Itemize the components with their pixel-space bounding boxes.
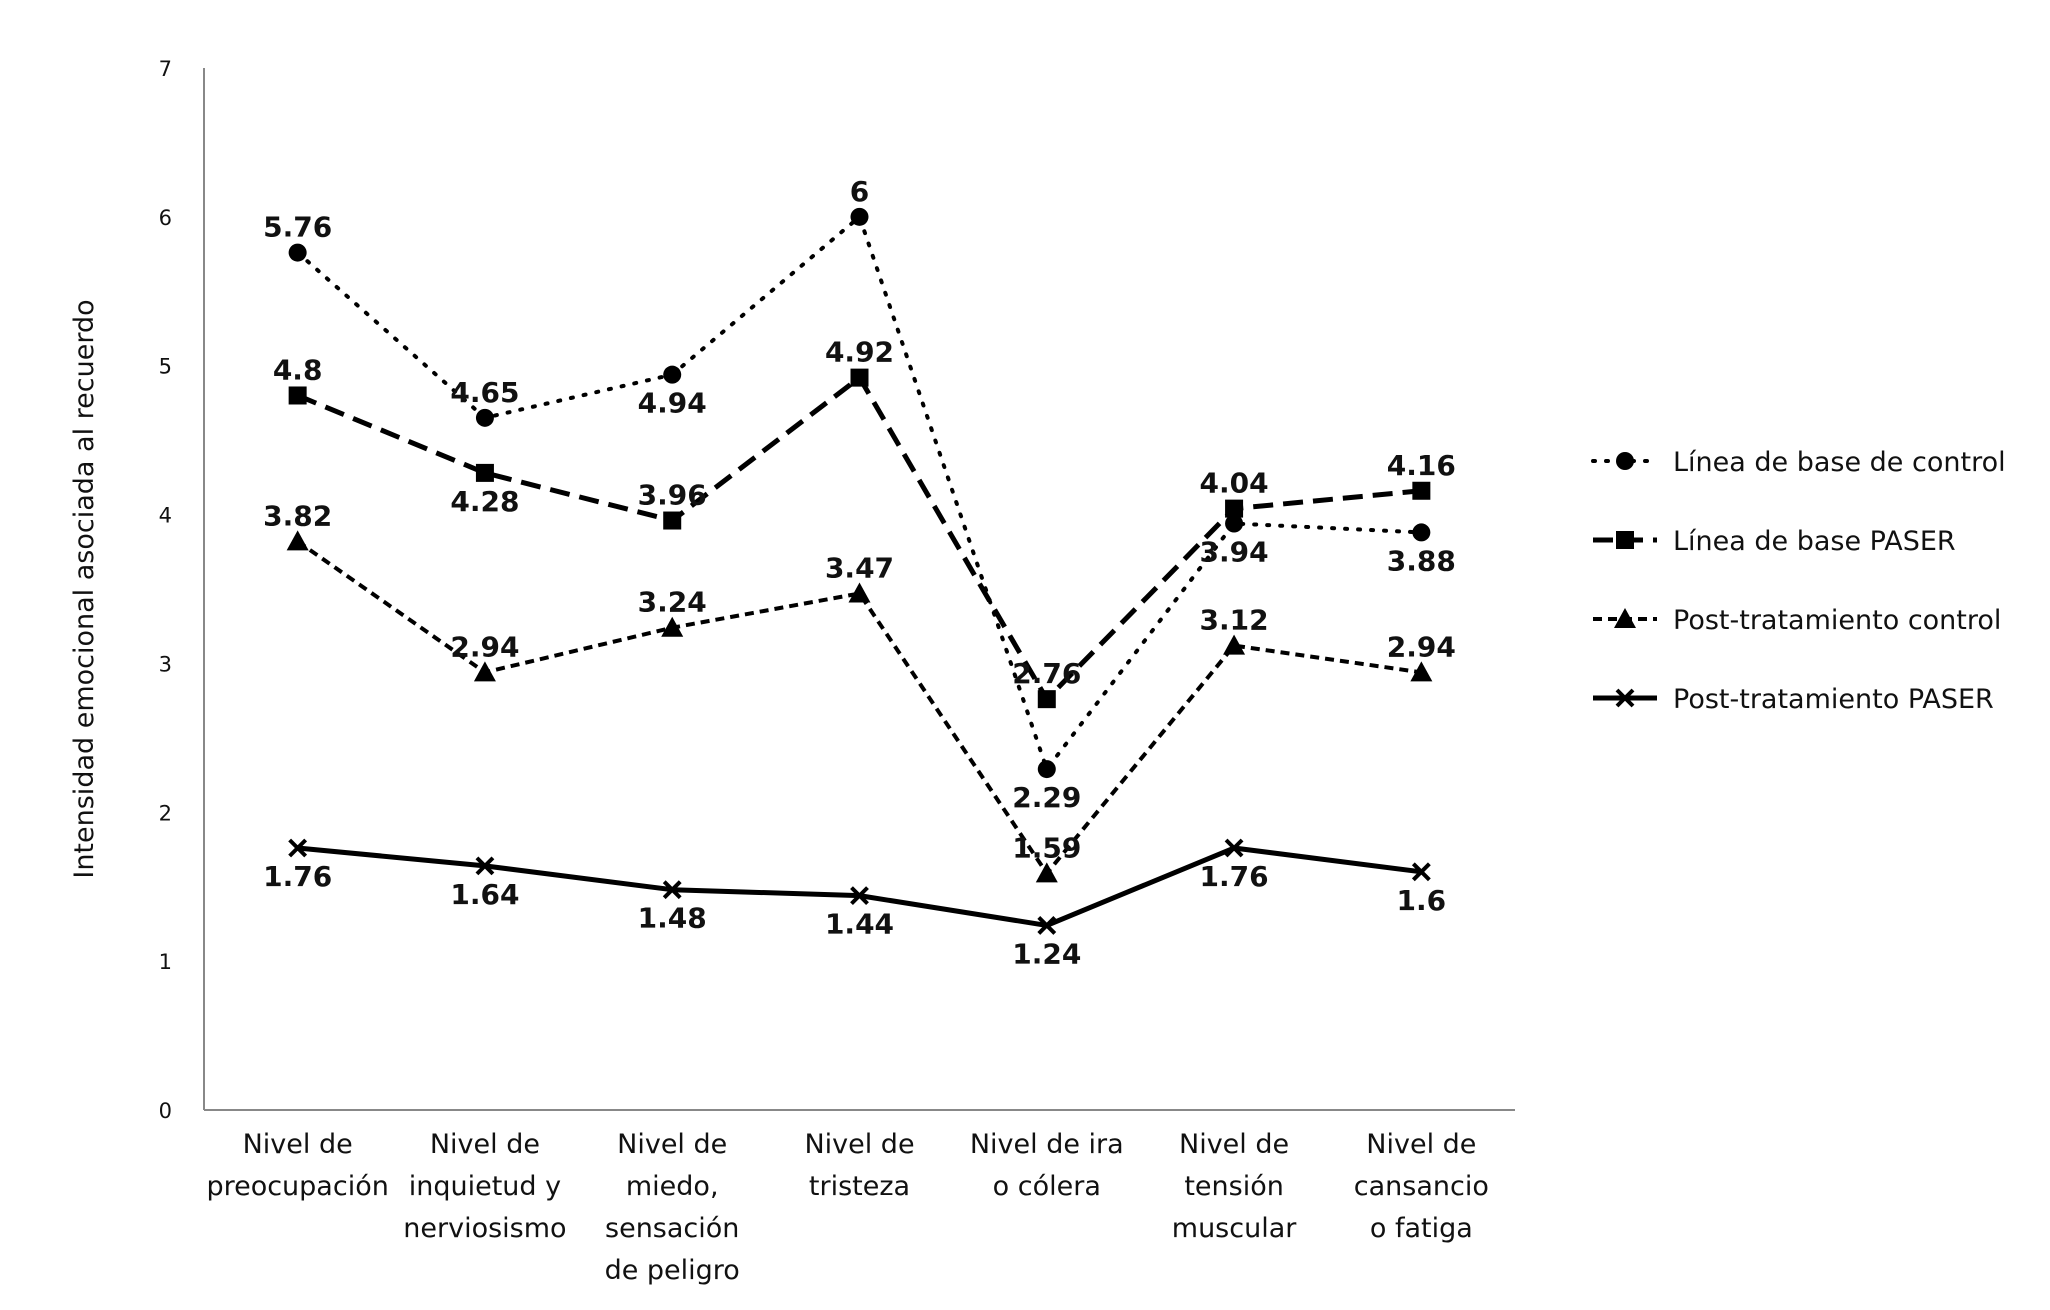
data-label: 3.82 xyxy=(263,499,332,532)
data-label: 1.76 xyxy=(263,860,332,893)
data-label: 1.59 xyxy=(1012,831,1081,864)
legend-swatch-marker xyxy=(1614,608,1636,628)
data-point-marker xyxy=(850,368,869,387)
legend-entry-label: Post-tratamiento control xyxy=(1673,605,2001,636)
data-point-marker xyxy=(473,661,496,682)
data-label: 1.76 xyxy=(1200,860,1269,893)
category-label: Nivel de miedo, sensación de peligro xyxy=(605,1129,740,1286)
data-point-marker xyxy=(1037,760,1056,779)
data-label: 3.88 xyxy=(1387,544,1456,577)
category-label: Nivel de tristeza xyxy=(804,1129,914,1202)
legend-entry-label: Post-tratamiento PASER xyxy=(1673,684,1994,715)
data-label: 1.48 xyxy=(638,902,707,935)
data-label: 4.92 xyxy=(825,336,894,369)
data-label: 2.94 xyxy=(1387,630,1456,663)
data-label: 2.76 xyxy=(1012,657,1081,690)
y-tick-label: 4 xyxy=(159,504,172,528)
data-point-marker xyxy=(1225,499,1244,518)
legend: Línea de base de control Línea de base PA… xyxy=(1591,447,2006,715)
y-tick-label: 0 xyxy=(159,1099,172,1123)
data-point-marker xyxy=(663,365,682,384)
y-axis-label-group: Intensidad emocional asociada al recuerd… xyxy=(69,299,100,878)
data-point-marker xyxy=(1225,514,1244,533)
data-label: 4.8 xyxy=(273,353,323,386)
data-label: 4.94 xyxy=(638,387,707,420)
data-point-marker xyxy=(1411,862,1431,882)
data-point-marker xyxy=(1412,523,1431,542)
data-point-marker xyxy=(1037,690,1056,709)
category-label: Nivel de ira o cólera xyxy=(970,1129,1124,1202)
legend-entry-label: Línea de base de control xyxy=(1673,447,2006,478)
data-point-marker xyxy=(663,511,682,530)
data-label: 6 xyxy=(850,175,869,208)
series-markers xyxy=(286,207,1433,935)
category-label: Nivel de inquietud y nerviosismo xyxy=(403,1129,566,1244)
data-label: 1.44 xyxy=(825,908,894,941)
data-point-marker xyxy=(661,616,684,637)
data-label: 5.76 xyxy=(263,211,332,244)
data-point-marker xyxy=(1035,862,1058,883)
data-point-marker xyxy=(1223,634,1246,655)
data-point-marker xyxy=(288,386,307,405)
legend-swatch-marker xyxy=(1616,452,1634,470)
y-tick-label: 5 xyxy=(159,355,172,379)
data-point-marker xyxy=(1410,661,1433,682)
y-tick-label: 3 xyxy=(159,652,172,676)
data-label: 4.04 xyxy=(1200,467,1269,500)
data-point-marker xyxy=(1224,838,1244,858)
axes: 0 1 2 3 4 5 6 7 xyxy=(159,57,1515,1123)
category-label: Nivel de cansancio o fatiga xyxy=(1354,1129,1489,1244)
y-tick-label: 2 xyxy=(159,801,172,825)
data-point-marker xyxy=(475,856,495,876)
legend-swatch-marker xyxy=(1615,688,1635,708)
legend-entry-label: Línea de base PASER xyxy=(1673,526,1956,557)
data-point-marker xyxy=(475,408,494,427)
data-point-marker xyxy=(288,838,308,858)
data-point-marker xyxy=(850,886,869,906)
data-point-marker xyxy=(662,880,682,900)
data-label: 3.12 xyxy=(1200,604,1269,637)
data-label: 4.65 xyxy=(450,376,519,409)
data-label: 3.24 xyxy=(638,586,707,619)
data-label: 3.96 xyxy=(638,479,707,512)
data-point-marker xyxy=(1412,481,1431,500)
data-point-marker xyxy=(475,463,494,482)
data-label: 1.64 xyxy=(450,878,519,911)
data-label: 2.29 xyxy=(1012,781,1081,814)
data-point-marker xyxy=(850,207,869,226)
data-label: 4.16 xyxy=(1387,449,1456,482)
data-point-marker xyxy=(288,243,307,262)
category-label: Nivel de preocupación xyxy=(206,1129,388,1202)
data-point-marker xyxy=(1037,916,1057,935)
category-label: Nivel de tensión muscular xyxy=(1172,1129,1297,1244)
data-point-marker xyxy=(286,530,309,551)
data-label: 1.6 xyxy=(1397,884,1447,917)
data-label: 3.47 xyxy=(825,551,894,584)
data-label: 4.28 xyxy=(450,485,519,518)
legend-swatch-marker xyxy=(1616,531,1634,549)
y-axis-title: Intensidad emocional asociada al recuerd… xyxy=(69,299,100,878)
y-tick-label: 6 xyxy=(159,206,172,230)
y-tick-label: 1 xyxy=(159,950,172,974)
data-labels: 5.76 4.65 4.94 6 2.29 3.94 3.88 4.8 4.28 3.96 4.92… xyxy=(263,175,1456,971)
data-label: 3.94 xyxy=(1200,536,1269,569)
data-point-marker xyxy=(848,582,871,603)
y-tick-label: 7 xyxy=(159,57,172,81)
data-label: 1.24 xyxy=(1012,937,1081,970)
data-label: 2.94 xyxy=(450,630,519,663)
